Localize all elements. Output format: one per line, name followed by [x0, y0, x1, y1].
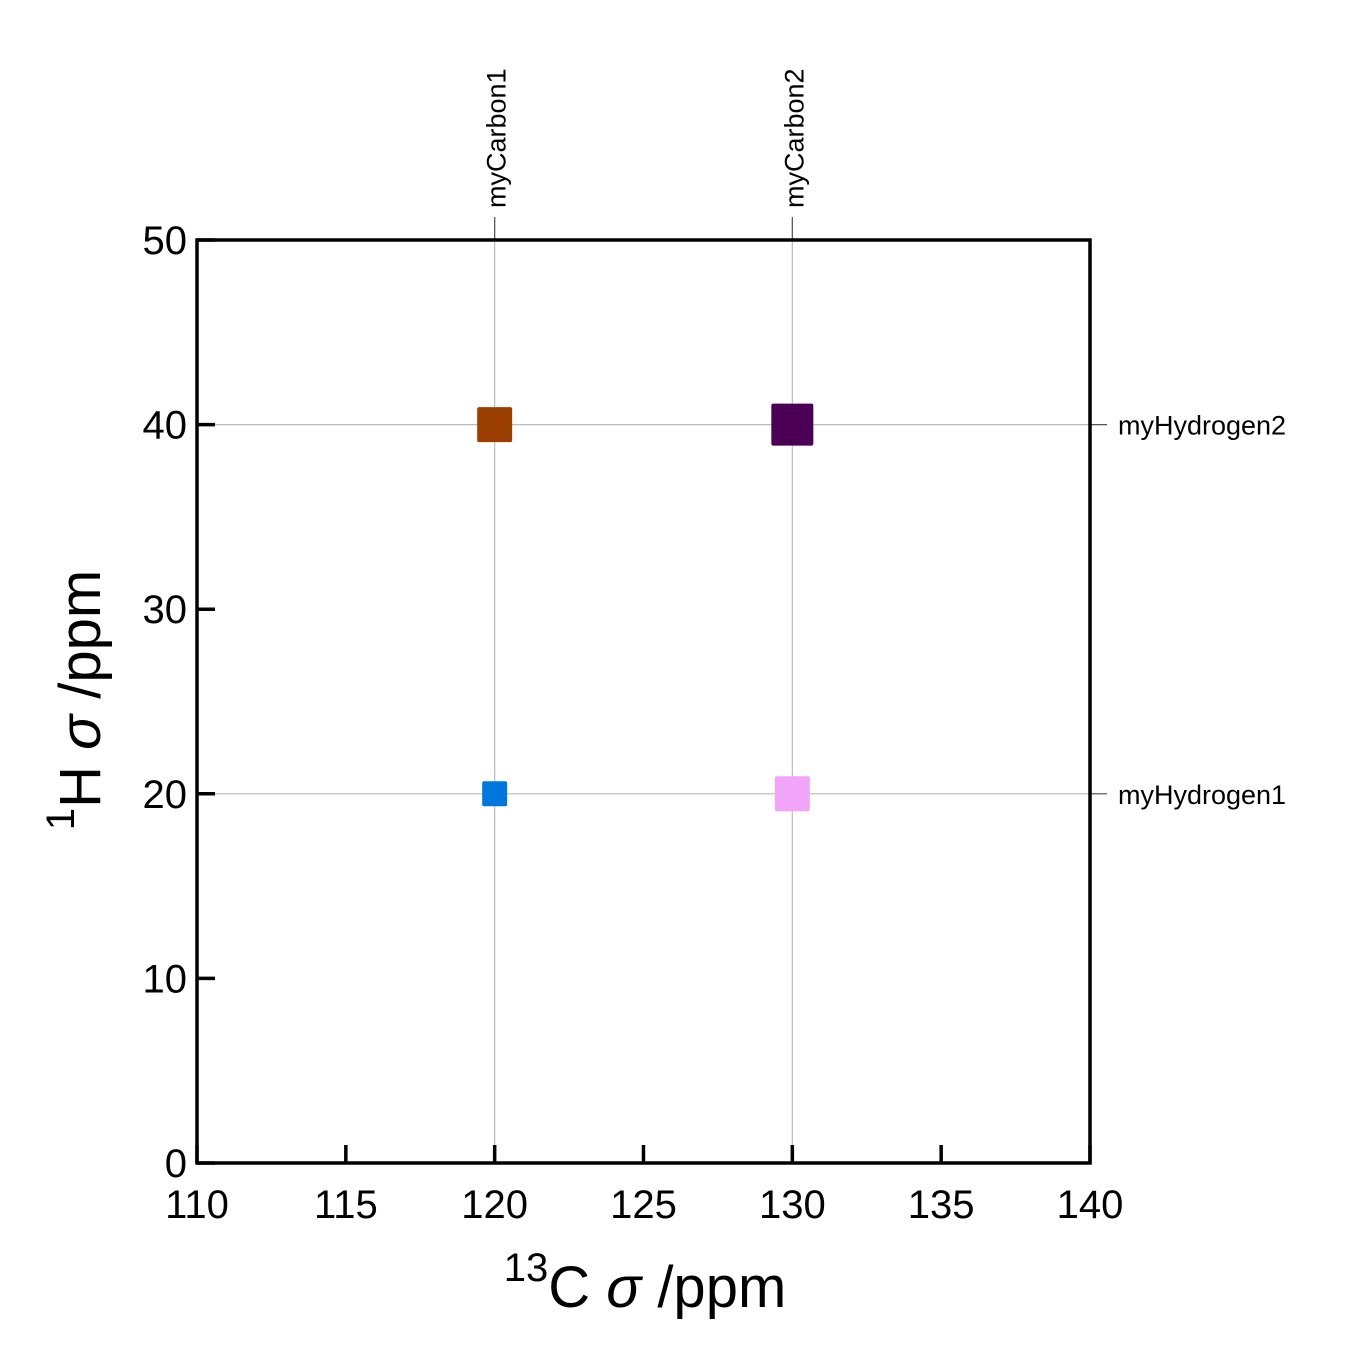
data-point — [477, 407, 513, 443]
plot-frame — [195, 238, 1092, 1165]
y-axis-label: 1H σ /ppm — [39, 570, 113, 830]
axis-ticks: 110 115 120 125 130 135 140 0 10 20 30 40 50 — [143, 219, 1124, 1227]
y-tick-label: 10 — [143, 957, 188, 1001]
top-label: myCarbon2 — [779, 68, 809, 208]
x-tick-label: 110 — [165, 1183, 229, 1227]
data-point — [774, 776, 810, 812]
y-tick-label: 50 — [143, 219, 188, 263]
x-tick-label: 130 — [759, 1183, 826, 1227]
y-tick-label: 30 — [143, 588, 188, 632]
x-tick-label: 140 — [1057, 1183, 1124, 1227]
top-label: myCarbon1 — [482, 68, 512, 208]
right-label: myHydrogen2 — [1118, 411, 1286, 441]
data-point — [482, 781, 508, 807]
right-label: myHydrogen1 — [1118, 780, 1286, 810]
data-points — [477, 403, 814, 812]
x-tick-label: 115 — [314, 1183, 378, 1227]
x-tick-label: 135 — [908, 1183, 975, 1227]
y-tick-label: 40 — [143, 404, 188, 448]
y-tick-label: 20 — [143, 773, 188, 817]
x-tick-label: 125 — [610, 1183, 677, 1227]
grid: myCarbon1 myCarbon2 myHydrogen1 myHydrogen2 — [197, 68, 1286, 1163]
y-tick-label: 0 — [165, 1142, 187, 1186]
x-tick-label: 120 — [461, 1183, 528, 1227]
data-point — [771, 403, 814, 446]
x-axis-label: 13C σ /ppm — [504, 1246, 787, 1320]
